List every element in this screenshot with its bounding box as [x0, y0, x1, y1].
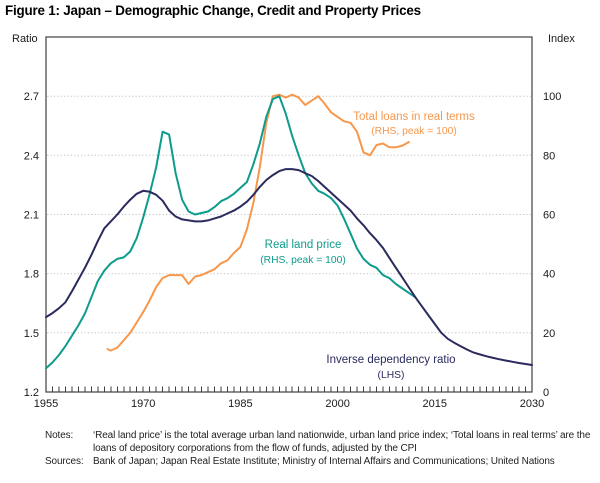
legend-real-land-price-line2: (RHS, peak = 100)	[260, 255, 346, 266]
series-real-land-price	[45, 95, 417, 370]
figure-title: Figure 1: Japan – Demographic Change, Cr…	[5, 3, 421, 18]
x-axis-tick-labels: 1955 1970 1985 2000 2015 2030	[34, 398, 544, 410]
right-tick-label: 20	[543, 328, 555, 340]
right-tick-label: 60	[543, 210, 555, 222]
sources-label: Sources:	[45, 456, 84, 467]
sources-text: Bank of Japan; Japan Real Estate Institu…	[93, 456, 555, 467]
series-lines	[45, 93, 533, 370]
legend-inverse-dependency-ratio-line2: (LHS)	[378, 370, 405, 381]
left-tick-label: 2.7	[24, 91, 39, 103]
series-total-loans	[106, 93, 410, 352]
legend-inverse-dependency-ratio: Inverse dependency ratio (LHS)	[326, 354, 455, 381]
left-tick-label: 1.8	[24, 269, 39, 281]
left-tick-label: 1.2	[24, 387, 39, 399]
plot-border	[45, 36, 533, 393]
right-axis-tick-labels: 0 20 40 60 80 100	[543, 91, 561, 399]
x-tick-label: 1985	[228, 398, 252, 410]
x-tick-label: 2030	[520, 398, 544, 410]
notes-section: Notes: ‘Real land price’ is the total av…	[45, 429, 597, 468]
left-axis-tick-labels: 1.2 1.5 1.8 2.1 2.4 2.7	[24, 91, 39, 399]
x-tick-label: 1970	[131, 398, 155, 410]
sources-row: Sources: Bank of Japan; Japan Real Estat…	[45, 455, 597, 468]
right-tick-label: 40	[543, 269, 555, 281]
legend-real-land-price: Real land price (RHS, peak = 100)	[260, 239, 346, 266]
x-tick-label: 2000	[325, 398, 349, 410]
notes-text: ‘Real land price’ is the total average u…	[93, 430, 591, 454]
plot-area	[45, 36, 533, 393]
notes-label: Notes:	[45, 430, 74, 441]
left-tick-label: 1.5	[24, 328, 39, 340]
right-tick-label: 0	[543, 387, 549, 399]
year-minor-ticks	[45, 386, 533, 392]
left-tick-label: 2.4	[24, 150, 39, 162]
right-tick-label: 80	[543, 150, 555, 162]
x-tick-label: 1955	[34, 398, 58, 410]
right-tick-label: 100	[543, 91, 561, 103]
legend-total-loans-line1: Total loans in real terms	[353, 111, 475, 123]
left-tick-label: 2.1	[24, 210, 39, 222]
legend-total-loans-line2: (RHS, peak = 100)	[371, 126, 457, 137]
series-inverse-dependency-ratio	[45, 168, 533, 366]
notes-row: Notes: ‘Real land price’ is the total av…	[45, 429, 597, 455]
legend-total-loans: Total loans in real terms (RHS, peak = 1…	[353, 111, 475, 137]
legend-inverse-dependency-ratio-line1: Inverse dependency ratio	[326, 354, 455, 366]
legend-real-land-price-line1: Real land price	[265, 239, 342, 251]
x-tick-label: 2015	[423, 398, 447, 410]
gridlines	[47, 95, 531, 334]
right-axis-unit-label: Index	[548, 33, 575, 45]
left-axis-unit-label: Ratio	[12, 33, 38, 45]
